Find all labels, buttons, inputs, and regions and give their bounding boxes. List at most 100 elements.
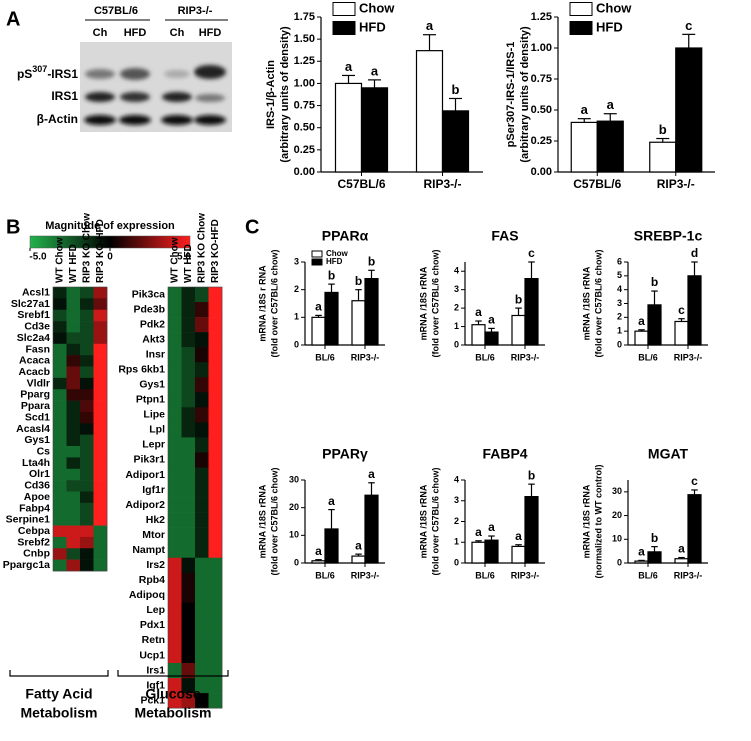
row-label: Igf1r bbox=[142, 484, 165, 496]
x-tick-label: RIP3-/- bbox=[674, 570, 703, 580]
heatmap-cell bbox=[195, 407, 209, 423]
label-part: -IRS1 bbox=[47, 67, 78, 81]
heatmap-cell bbox=[53, 423, 67, 435]
bar bbox=[634, 330, 649, 346]
x-tick-label: BL/6 bbox=[638, 352, 658, 362]
column-label: RIP3 KO-HFD bbox=[210, 219, 221, 283]
group-label: Metabolism bbox=[20, 705, 97, 721]
heatmap-cell bbox=[66, 321, 81, 333]
y-tick-label: 0.50 bbox=[294, 122, 315, 134]
heatmap-cell bbox=[208, 557, 223, 574]
blot-row-label: IRS1 bbox=[51, 89, 78, 103]
panel-label: A bbox=[6, 8, 20, 30]
heatmap-cell bbox=[208, 527, 223, 543]
heatmap-cell bbox=[168, 497, 182, 513]
error-bar bbox=[328, 509, 335, 529]
y-tick-label: 4 bbox=[454, 474, 459, 484]
y-tick-label: 0.25 bbox=[531, 135, 552, 147]
heatmap-cell bbox=[208, 482, 223, 498]
y-tick-label: 30 bbox=[612, 486, 622, 496]
heatmap-cell bbox=[66, 298, 81, 311]
significance-letter: a bbox=[638, 545, 645, 559]
x-tick-label: RIP3-/- bbox=[351, 352, 380, 362]
heatmap-cell bbox=[53, 355, 67, 367]
chart-title: PPARγ bbox=[322, 446, 368, 462]
significance-letter: a bbox=[475, 305, 482, 319]
row-label: Acasl4 bbox=[16, 423, 50, 435]
error-bar bbox=[368, 482, 375, 496]
error-bar bbox=[682, 33, 696, 48]
bar bbox=[441, 110, 470, 173]
y-axis-label: (fold over C57BL/6 chow) bbox=[430, 249, 440, 357]
heatmap-cell bbox=[195, 287, 209, 303]
heatmap-cell bbox=[181, 617, 196, 634]
error-bar bbox=[475, 320, 482, 325]
heatmap-cell bbox=[195, 347, 209, 363]
significance-letter: a bbox=[426, 18, 434, 33]
row-label: Adipor1 bbox=[125, 469, 165, 481]
row-label: Insr bbox=[146, 348, 165, 360]
x-tick-label: BL/6 bbox=[475, 352, 495, 362]
heatmap-cell bbox=[53, 309, 67, 322]
label-sup: 307 bbox=[32, 64, 47, 74]
heatmap-cell bbox=[195, 482, 209, 498]
heatmap-cell bbox=[66, 480, 81, 492]
y-tick-label: 2 bbox=[454, 302, 459, 312]
error-bar bbox=[528, 483, 535, 497]
heatmap-cell bbox=[80, 355, 94, 367]
row-label: Acsl1 bbox=[22, 286, 50, 298]
heatmap-cell bbox=[181, 437, 196, 453]
heatmap-cell bbox=[53, 446, 67, 458]
heatmap-cell bbox=[208, 663, 223, 679]
legend-label: HFD bbox=[359, 19, 386, 34]
error-bar bbox=[515, 307, 522, 316]
y-axis-label: mRNA /18S rRNA bbox=[581, 484, 591, 558]
column-label: RIP3 KO-HFD bbox=[95, 219, 106, 283]
heatmap-cell bbox=[53, 434, 67, 447]
heatmap-cell bbox=[66, 548, 81, 560]
heatmap-cell bbox=[168, 693, 182, 709]
bar bbox=[471, 541, 486, 564]
y-tick-label: 0.25 bbox=[294, 144, 315, 156]
heatmap-cell bbox=[181, 317, 196, 333]
bar-chart: PPARα mRNA /18S r RNA (fold over C57BL/6 c… bbox=[257, 228, 385, 362]
bar bbox=[687, 275, 702, 346]
row-label: Lipe bbox=[143, 409, 165, 421]
y-axis-label: pSer307-IRS-1/IRS-1 bbox=[505, 42, 517, 148]
blot-group: C57BL/6 bbox=[94, 5, 138, 17]
significance-letter: a bbox=[345, 59, 353, 74]
heatmap-cell bbox=[53, 502, 67, 515]
y-tick-label: 1 bbox=[454, 321, 459, 331]
heatmap-cell bbox=[181, 647, 196, 664]
bar bbox=[570, 121, 598, 173]
heatmap-cell bbox=[80, 502, 94, 515]
heatmap-cell bbox=[93, 536, 108, 549]
significance-letter: a bbox=[355, 538, 362, 552]
heatmap-cell bbox=[53, 525, 67, 538]
heatmap-cell bbox=[195, 678, 209, 694]
heatmap-cell bbox=[66, 411, 81, 424]
y-tick-label: 1.25 bbox=[294, 55, 315, 67]
y-axis-label: (normalized to WT control) bbox=[593, 465, 603, 579]
x-tick-label: RIP3-/- bbox=[511, 570, 540, 580]
significance-letter: a bbox=[678, 542, 685, 556]
error-bar bbox=[475, 540, 482, 543]
row-label: Pde3b bbox=[133, 303, 165, 315]
column-label: RIP3 KO Chow bbox=[196, 213, 207, 283]
y-tick-label: 1.00 bbox=[531, 42, 552, 54]
bar bbox=[334, 82, 363, 173]
heatmap-cell bbox=[53, 457, 67, 470]
heatmap-cell bbox=[208, 512, 223, 528]
heatmap-cell bbox=[80, 343, 94, 356]
error-bar bbox=[691, 489, 698, 495]
heatmap-cell bbox=[181, 362, 196, 378]
row-label: Adipor2 bbox=[125, 499, 165, 511]
column-label: WT Chow bbox=[54, 237, 65, 283]
legend-swatch bbox=[311, 258, 323, 266]
heatmap-cell bbox=[195, 437, 209, 453]
heatmap-cell bbox=[168, 452, 182, 468]
row-label: Cd36 bbox=[24, 480, 50, 492]
y-tick-label: 3 bbox=[454, 495, 459, 505]
significance-letter: a bbox=[488, 313, 495, 327]
row-label: Apoe bbox=[24, 491, 50, 503]
